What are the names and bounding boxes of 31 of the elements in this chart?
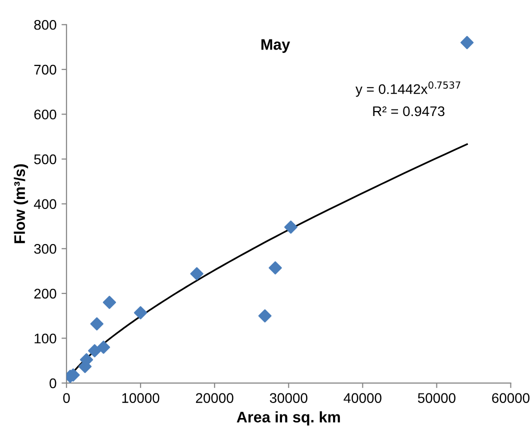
y-tick-label: 700: [34, 64, 56, 75]
point: [134, 306, 148, 320]
annotation: R² = 0.9473: [373, 106, 444, 116]
y-tick-label: 600: [34, 110, 56, 120]
point: [96, 340, 110, 354]
y-tick-label: 300: [34, 244, 56, 254]
y-tick-label: 500: [34, 154, 56, 164]
point: [284, 220, 298, 234]
x-tick-label: 20000: [196, 393, 234, 403]
point: [88, 344, 102, 358]
y-tick-label: 100: [34, 334, 56, 344]
x-tick-label: 50000: [418, 393, 456, 403]
annotation: y = 0.1442x$^{0.7537}$: [356, 81, 460, 97]
text: May: [261, 39, 290, 53]
point: [102, 296, 116, 309]
y-axis-title: Flow (m³/s): [14, 164, 28, 244]
y-tick-label: 200: [34, 288, 56, 299]
point: [268, 261, 282, 274]
point: [90, 317, 104, 330]
y-tick-label: 800: [34, 20, 56, 30]
point: [258, 309, 272, 322]
x-tick-label: 30000: [270, 393, 308, 403]
y-tick-label: 0: [50, 378, 56, 388]
point: [190, 267, 204, 280]
x-tick-label: 60000: [492, 393, 530, 403]
x-tick-label: 0: [63, 393, 70, 403]
point: [460, 36, 474, 50]
x-tick-label: 40000: [344, 393, 382, 403]
y-tick-label: 400: [34, 199, 56, 210]
x-tick-label: 10000: [122, 393, 160, 403]
x-axis-title: Area in sq. km: [236, 411, 340, 426]
